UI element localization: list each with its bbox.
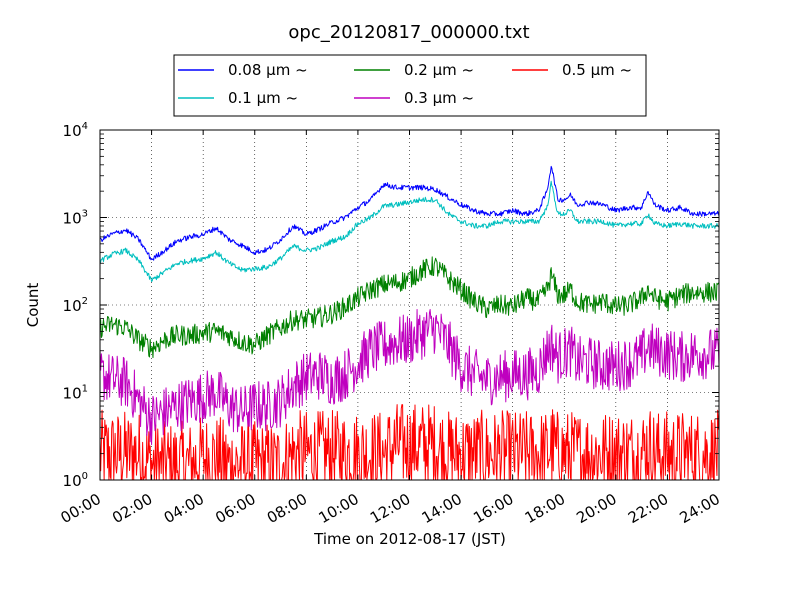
series-line-0 [99,165,720,261]
series-line-3 [99,308,720,446]
y-tick-label: 104 [63,121,88,140]
y-tick-label: 102 [63,296,88,315]
legend-label-4: 0.5 μm ~ [562,61,632,79]
series-line-1 [99,180,720,282]
legend-box [173,54,647,117]
chart-title: opc_20120817_000000.txt [288,22,529,43]
y-tick-label: 103 [63,209,88,228]
x-axis-label: Time on 2012-08-17 (JST) [313,530,506,548]
legend-label-3: 0.3 μm ~ [404,89,474,107]
y-tick-label: 100 [63,471,88,490]
y-axis-label: Count [24,283,42,328]
y-tick-label: 101 [63,384,88,403]
legend-label-1: 0.1 μm ~ [228,89,298,107]
series-line-2 [99,256,720,359]
legend: 0.08 μm ~ 0.1 μm ~ 0.2 μm ~ 0.3 μm ~ 0.5 μm … [173,54,647,117]
legend-label-0: 0.08 μm ~ [228,61,308,79]
legend-label-2: 0.2 μm ~ [404,61,474,79]
series-lines [99,165,720,481]
